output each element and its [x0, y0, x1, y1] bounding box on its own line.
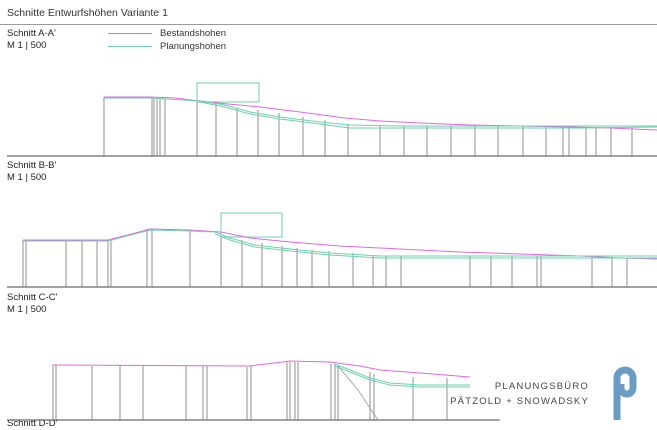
legend-swatch-existing: [108, 33, 152, 34]
section-b-name: Schnitt B-B': [7, 160, 57, 171]
section-b-planned-line-1: [23, 229, 657, 257]
legend-swatch-planned: [108, 46, 152, 47]
section-c-planned-line-2: [334, 365, 470, 388]
pipe-logo-icon: [613, 366, 637, 420]
section-a-drawing: [7, 82, 657, 157]
section-c-planned-line-1: [334, 363, 470, 386]
section-c-label: Schnitt C-C' M 1 | 500: [7, 292, 57, 316]
section-a-building: [196, 82, 260, 103]
legend-item-existing: Bestandshohen: [108, 27, 226, 40]
section-b-drawing: [7, 212, 657, 288]
section-a-planned-line-2: [199, 101, 657, 129]
section-b-existing-line: [23, 228, 657, 260]
legend-label-planned: Planungshohen: [160, 41, 227, 52]
section-c-name: Schnitt C-C': [7, 292, 58, 303]
section-a-planned-line-1: [104, 97, 657, 127]
section-a-label: Schnitt A-A' M 1 | 500: [7, 28, 56, 52]
legend: Bestandshohen Planungshohen: [108, 27, 226, 53]
section-c-drawing: [7, 360, 500, 421]
legend-item-planned: Planungshohen: [108, 40, 226, 53]
title-underline: [0, 24, 657, 25]
page-title: Schnitte Entwurfshöhen Variante 1: [7, 7, 168, 19]
section-a-name: Schnitt A-A': [7, 28, 56, 39]
section-a-existing-line: [104, 96, 657, 131]
section-c-scale: M 1 | 500: [7, 304, 47, 315]
section-b-building: [220, 212, 283, 238]
section-a-scale: M 1 | 500: [7, 40, 47, 51]
section-b-planned-line-2: [214, 233, 657, 259]
section-b-label: Schnitt B-B' M 1 | 500: [7, 160, 56, 184]
section-c-slope-line: [337, 365, 379, 421]
section-c-existing-line: [52, 360, 471, 378]
logo-line-2: PÄTZOLD + SNOWADSKY: [450, 396, 589, 407]
company-logo: PLANUNGSBÜRO PÄTZOLD + SNOWADSKY: [450, 366, 645, 420]
logo-line-1: PLANUNGSBÜRO: [494, 381, 589, 392]
legend-label-existing: Bestandshohen: [160, 28, 227, 39]
section-c-structure-lines: [52, 362, 448, 420]
section-b-structure-lines: [22, 229, 628, 287]
section-d-label: Schnitt D-D': [7, 418, 57, 430]
section-b-scale: M 1 | 500: [7, 172, 47, 183]
section-a-structure-lines: [103, 97, 633, 156]
section-d-name: Schnitt D-D': [7, 418, 58, 429]
